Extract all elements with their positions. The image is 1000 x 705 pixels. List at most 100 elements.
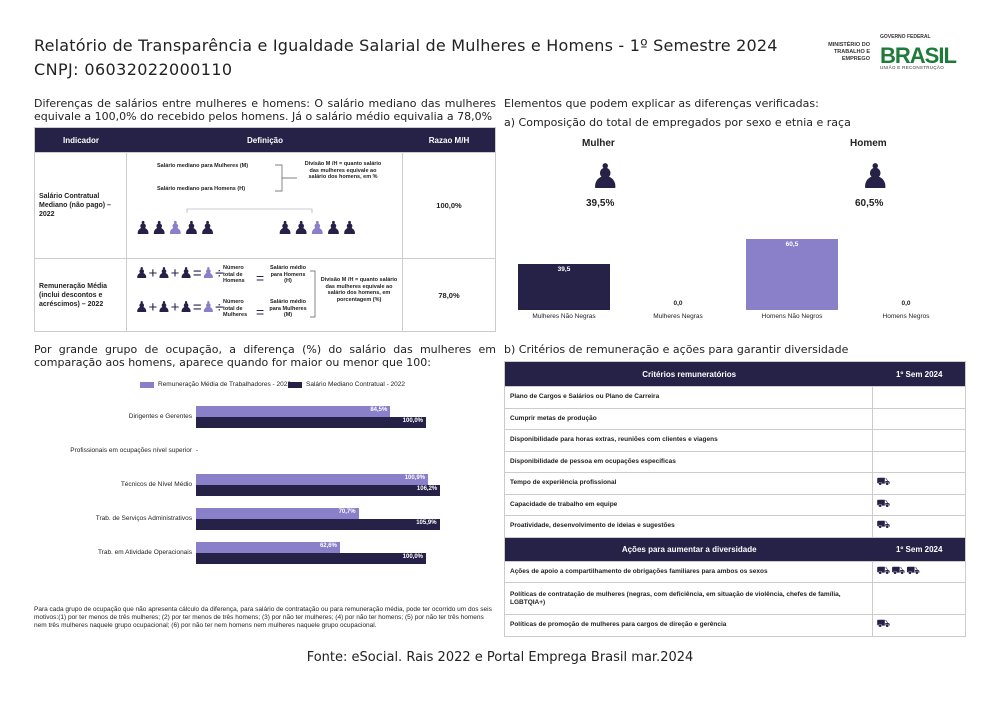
- men-label: Homem: [850, 138, 887, 149]
- legend-item: Remuneração Média de Trabalhadores - 202…: [140, 381, 291, 388]
- legend-label: Remuneração Média de Trabalhadores - 202…: [158, 381, 291, 388]
- bar: 60,5: [746, 239, 838, 310]
- table-row: Disponibilidade de pessoa em ocupações e…: [505, 450, 965, 472]
- row-label: Tempo de experiência profissional: [505, 473, 874, 494]
- th-indicator: Indicador: [62, 135, 99, 145]
- truck-icon: ⛟: [876, 476, 892, 489]
- row-label: Cumprir metas de produção: [505, 408, 874, 429]
- ministry-logo: MINISTÉRIO DO TRABALHO E EMPREGO: [828, 42, 870, 62]
- def-avg-men: Salário médio para Homens (H): [269, 265, 307, 284]
- data-label: 106,2%: [416, 486, 438, 492]
- def-avg-women: Salário médio para Mulheres (M): [269, 299, 307, 318]
- th-criteria: Critérios remuneratórios: [642, 369, 737, 379]
- table-row: Salário Contratual Mediano (não pago) – …: [35, 152, 495, 258]
- row-label: Políticas de promoção de mulheres para c…: [505, 615, 874, 636]
- category-label: Trab. em Atividade Operacionais: [97, 549, 192, 556]
- right-title: Elementos que podem explicar as diferenç…: [504, 97, 819, 110]
- def-women: Salário mediano para Mulheres (M): [157, 163, 249, 169]
- row-label: Políticas de contratação de mulheres (ne…: [505, 583, 874, 614]
- category-label: Mulheres Negras: [653, 313, 703, 320]
- bar: 100,0%: [196, 417, 426, 428]
- criteria-header: Critérios remuneratórios 1º Sem 2024: [505, 362, 965, 386]
- legend-label: Salário Mediano Contratual - 2022: [306, 381, 406, 388]
- table-row: Remuneração Média (inclui descontos e ac…: [35, 258, 495, 331]
- bar: 105,9%: [196, 519, 440, 530]
- table-row: Políticas de promoção de mulheres para c…: [505, 614, 965, 636]
- people-sum-men: ♟+♟+♟=♟÷: [135, 265, 224, 282]
- gov-logo-word-text: BRASIL: [880, 43, 956, 68]
- bar: 100,9%: [196, 474, 429, 485]
- row-label: Plano de Cargos e Salários ou Plano de C…: [505, 387, 874, 408]
- equals-sign: =: [256, 270, 265, 286]
- gov-logo: GOVERNO FEDERAL BRASIL UNIÃO E RECONSTRU…: [876, 34, 964, 74]
- data-label: 100,9%: [404, 475, 426, 481]
- data-label: 84,5%: [370, 407, 388, 413]
- people-icons-men-group: ♟♟♟♟♟: [277, 218, 358, 238]
- data-label: 60,5: [785, 241, 799, 249]
- truck-icon: ⛟: [876, 618, 892, 631]
- source: Fonte: eSocial. Rais 2022 e Portal Empre…: [306, 650, 694, 665]
- women-label: Mulher: [582, 138, 615, 149]
- bracket-lines: [310, 270, 316, 318]
- th-semester: 1º Sem 2024: [895, 544, 943, 554]
- category-label: Homens Negros: [882, 313, 930, 320]
- data-label: 100,0%: [402, 418, 423, 424]
- legend-swatch: [140, 381, 154, 388]
- logos: MINISTÉRIO DO TRABALHO E EMPREGO GOVERNO…: [820, 34, 970, 74]
- th-ratio: Razao M/H: [428, 135, 470, 145]
- action-rows: Ações de apoio a compartilhamento de obr…: [505, 560, 965, 636]
- row-label: Ações de apoio a compartilhamento de obr…: [505, 561, 874, 582]
- data-label: 105,9%: [416, 520, 437, 526]
- data-label: 70,7%: [338, 509, 356, 515]
- table-row: Tempo de experiência profissional ⛟: [505, 472, 965, 494]
- table-row: Plano de Cargos e Salários ou Plano de C…: [505, 386, 965, 408]
- category-label: Trab. de Serviços Administrativos: [95, 515, 192, 522]
- ratio-value: 100,0%: [436, 201, 462, 210]
- table-row: Capacidade de trabalho em equipe ⛟: [505, 493, 965, 515]
- table-row: Ações de apoio a compartilhamento de obr…: [505, 560, 965, 582]
- actions-header: Ações para aumentar a diversidade 1º Sem…: [505, 536, 965, 561]
- definition-cell: Salário mediano para Mulheres (M) Salári…: [127, 153, 403, 258]
- occupation-intro: Por grande grupo de ocupação, a diferenç…: [34, 343, 496, 369]
- bar: 84,5%: [196, 406, 391, 417]
- criteria-subtitle: b) Critérios de remuneração e ações para…: [504, 343, 849, 356]
- bar: 100,0%: [196, 553, 426, 564]
- th-actions: Ações para aumentar a diversidade: [621, 544, 757, 554]
- man-icon: ♟: [860, 158, 891, 196]
- criteria-rows: Plano de Cargos e Salários ou Plano de C…: [505, 386, 965, 537]
- def-total-women: Número total de Mulheres: [223, 299, 248, 318]
- report-title: Relatório de Transparência e Igualdade S…: [34, 36, 778, 55]
- bar: 39,5: [518, 263, 610, 310]
- people-sum-women: ♟+♟+♟=♟÷: [135, 299, 224, 316]
- salary-table-header: Indicador Definição Razao M/H: [35, 128, 495, 152]
- category-label: Homens Não Negros: [761, 313, 823, 320]
- category-label: Dirigentes e Gerentes: [128, 413, 192, 420]
- th-semester: 1º Sem 2024: [895, 369, 943, 379]
- indicator-cell: Salário Contratual Mediano (não pago) – …: [35, 153, 127, 258]
- data-label: 0,0: [673, 300, 683, 307]
- data-label: 100,0%: [402, 554, 423, 560]
- category-label: Profissionais em ocupações nível superio…: [70, 447, 192, 454]
- row-label: Disponibilidade de pessoa em ocupações e…: [505, 451, 874, 472]
- women-pct: 39,5%: [586, 198, 615, 209]
- def-men: Salário mediano para Homens (H): [157, 186, 246, 192]
- truck-icon: ⛟: [876, 519, 892, 532]
- truck-icon: ⛟: [876, 497, 892, 510]
- ratio-value: 78,0%: [438, 290, 460, 300]
- data-label: 0,0: [901, 300, 911, 307]
- table-row: Cumprir metas de produção: [505, 407, 965, 429]
- table-row: Políticas de contratação de mulheres (ne…: [505, 582, 965, 614]
- left-intro: Diferenças de salários entre mulheres e …: [34, 97, 496, 123]
- indicator-cell: Remuneração Média (inclui descontos e ac…: [35, 259, 127, 331]
- data-label: 62,6%: [319, 543, 337, 549]
- gov-logo-word: BRASIL: [880, 43, 957, 68]
- woman-icon: ♟: [590, 158, 621, 196]
- def-total-men: Número total de Homens: [223, 265, 245, 284]
- bracket-lines: [186, 164, 313, 213]
- row-label: Disponibilidade para horas extras, reuni…: [505, 430, 874, 451]
- gov-logo-top: GOVERNO FEDERAL: [880, 34, 931, 40]
- legend-item: Salário Mediano Contratual - 2022: [288, 381, 405, 388]
- category-label: Mulheres Não Negras: [532, 313, 596, 320]
- composition-subtitle: a) Composição do total de empregados por…: [504, 116, 851, 129]
- def-division: Divisão M /H = quanto salário das mulher…: [304, 161, 382, 180]
